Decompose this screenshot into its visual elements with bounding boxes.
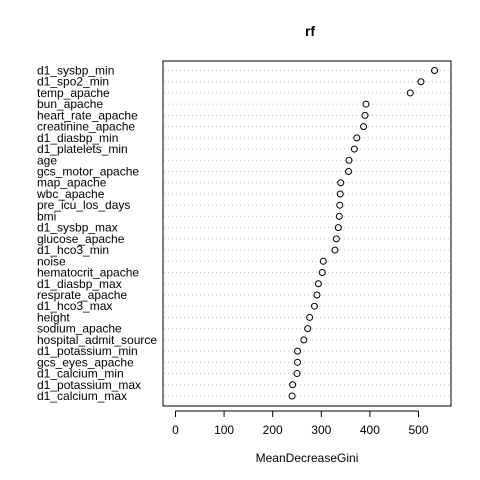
chart-title: rf (305, 23, 315, 39)
label-hematocrit_apache: hematocrit_apache (37, 266, 139, 280)
point-map_apache (337, 179, 345, 187)
point-d1_calcium_max (288, 392, 296, 400)
point-temp_apache (406, 89, 414, 97)
point-d1_sysbp_max (334, 224, 342, 232)
point-d1_hco3_max (310, 302, 318, 310)
data-points (288, 67, 439, 400)
x-tick-label-300: 300 (311, 423, 331, 437)
point-d1_hco3_min (331, 246, 339, 254)
label-heart_rate_apache: heart_rate_apache (37, 108, 138, 122)
point-height (306, 313, 314, 321)
point-pre_icu_los_days (336, 201, 344, 209)
label-d1_platelets_min: d1_platelets_min (37, 142, 128, 156)
point-d1_calcium_min (293, 370, 301, 378)
point-d1_potassium_min (293, 347, 301, 355)
x-tick-label-200: 200 (263, 423, 283, 437)
label-d1_diasbp_max: d1_diasbp_max (37, 277, 122, 291)
point-sodium_apache (304, 325, 312, 333)
point-d1_diasbp_min (353, 134, 361, 142)
point-d1_potassium_max (289, 381, 297, 389)
point-bun_apache (362, 100, 370, 108)
label-resprate_apache: resprate_apache (37, 288, 127, 302)
label-bmi: bmi (37, 209, 56, 223)
point-creatinine_apache (360, 123, 368, 131)
label-glucose_apache: glucose_apache (37, 232, 125, 246)
point-hematocrit_apache (318, 269, 326, 277)
point-age (345, 156, 353, 164)
point-noise (319, 257, 327, 265)
point-resprate_apache (313, 291, 321, 299)
label-wbc_apache: wbc_apache (36, 187, 105, 201)
label-age: age (37, 153, 57, 167)
point-wbc_apache (336, 190, 344, 198)
point-glucose_apache (332, 235, 340, 243)
label-gcs_eyes_apache: gcs_eyes_apache (37, 355, 134, 369)
point-gcs_eyes_apache (293, 358, 301, 366)
x-tick-label-500: 500 (408, 423, 428, 437)
label-d1_calcium_max: d1_calcium_max (37, 389, 127, 403)
point-heart_rate_apache (361, 111, 369, 119)
label-d1_spo2_min: d1_spo2_min (37, 75, 109, 89)
point-d1_platelets_min (350, 145, 358, 153)
label-sodium_apache: sodium_apache (37, 322, 122, 336)
plot-frame (162, 60, 452, 407)
point-d1_sysbp_min (431, 67, 439, 74)
label-hospital_admit_source: hospital_admit_source (37, 333, 157, 347)
label-map_apache: map_apache (37, 176, 107, 190)
label-d1_diasbp_min: d1_diasbp_min (37, 131, 118, 145)
x-tick-label-400: 400 (360, 423, 380, 437)
label-bun_apache: bun_apache (37, 97, 103, 111)
point-d1_spo2_min (417, 78, 425, 86)
label-d1_potassium_min: d1_potassium_min (37, 344, 138, 358)
label-d1_potassium_max: d1_potassium_max (37, 378, 141, 392)
label-noise: noise (37, 254, 66, 268)
x-tick-label-0: 0 (172, 423, 179, 437)
variable-labels: d1_sysbp_mind1_spo2_mintemp_apachebun_ap… (36, 64, 157, 404)
label-creatinine_apache: creatinine_apache (37, 120, 135, 134)
label-pre_icu_los_days: pre_icu_los_days (37, 198, 130, 212)
x-axis-label: MeanDecreaseGini (256, 451, 359, 465)
gridlines (164, 70, 450, 397)
label-temp_apache: temp_apache (37, 86, 110, 100)
x-axis: 0 100 200 300 400 500 (172, 410, 429, 437)
label-d1_hco3_min: d1_hco3_min (37, 243, 109, 257)
label-d1_sysbp_max: d1_sysbp_max (37, 221, 118, 235)
point-hospital_admit_source (300, 336, 308, 344)
point-d1_diasbp_max (314, 280, 322, 288)
point-gcs_motor_apache (345, 168, 353, 176)
label-d1_calcium_min: d1_calcium_min (37, 367, 124, 381)
point-bmi (335, 212, 343, 220)
label-d1_sysbp_min: d1_sysbp_min (37, 64, 114, 78)
label-d1_hco3_max: d1_hco3_max (37, 299, 112, 313)
label-gcs_motor_apache: gcs_motor_apache (37, 165, 139, 179)
label-height: height (37, 310, 70, 324)
x-tick-label-100: 100 (214, 423, 234, 437)
